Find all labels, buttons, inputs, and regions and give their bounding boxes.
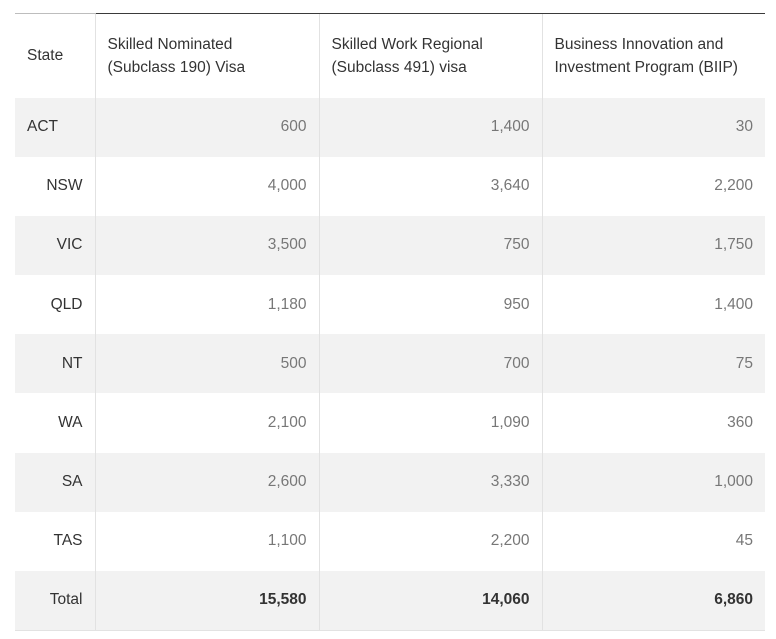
cell-subclass-491: 1,400	[318, 97, 542, 157]
header-subclass-491-line-2: (Subclass 491) visa	[331, 58, 467, 76]
visa-allocation-table-container: State Skilled Nominated (Subclass 190) V…	[15, 13, 765, 631]
table-row-qld: QLD 1,180 950 1,400	[15, 275, 765, 335]
cell-biip: 1,000	[541, 452, 765, 512]
header-biip-line-2: Investment Program (BIIP)	[554, 58, 738, 76]
cell-biip: 1,750	[541, 215, 765, 276]
header-subclass-190: Skilled Nominated (Subclass 190) Visa	[94, 13, 319, 98]
header-state-label: State	[27, 47, 64, 65]
cell-subclass-491: 3,640	[318, 156, 542, 216]
header-subclass-491: Skilled Work Regional (Subclass 491) vis…	[318, 13, 542, 98]
table-row-nsw: NSW 4,000 3,640 2,200	[15, 156, 765, 216]
cell-biip: 1,400	[541, 275, 765, 335]
visa-allocation-table: State Skilled Nominated (Subclass 190) V…	[15, 13, 765, 631]
table-row-sa: SA 2,600 3,330 1,000	[15, 452, 765, 512]
cell-state: NT	[61, 354, 83, 372]
cell-subclass-190: 1,100	[94, 511, 319, 571]
cell-subclass-190: 3,500	[94, 215, 319, 276]
cell-biip: 30	[541, 97, 765, 157]
cell-subclass-491: 1,090	[318, 393, 542, 453]
header-biip-line-1: Business Innovation and	[554, 35, 724, 53]
cell-state: NSW	[46, 177, 83, 195]
cell-subclass-491: 3,330	[318, 452, 542, 512]
cell-subclass-491: 750	[318, 215, 542, 276]
header-subclass-491-line-1: Skilled Work Regional	[331, 35, 483, 53]
cell-subclass-491: 14,060	[318, 571, 542, 631]
cell-state: SA	[61, 473, 83, 491]
header-subclass-190-line-1: Skilled Nominated	[107, 35, 233, 53]
cell-subclass-190: 600	[94, 97, 319, 157]
cell-subclass-491: 950	[318, 275, 542, 335]
table-row-act: ACT 600 1,400 30	[15, 97, 765, 157]
cell-subclass-491: 700	[318, 334, 542, 394]
header-biip: Business Innovation and Investment Progr…	[541, 13, 765, 98]
cell-state: QLD	[50, 295, 83, 313]
cell-subclass-190: 2,100	[94, 393, 319, 453]
cell-subclass-190: 4,000	[94, 156, 319, 216]
cell-state: VIC	[56, 236, 83, 254]
cell-biip: 45	[541, 511, 765, 571]
cell-state: TAS	[53, 532, 83, 550]
table-row-vic: VIC 3,500 750 1,750	[15, 215, 765, 276]
cell-biip: 360	[541, 393, 765, 453]
cell-state: ACT	[27, 118, 58, 136]
cell-subclass-190: 1,180	[94, 275, 319, 335]
table-row-nt: NT 500 700 75	[15, 334, 765, 394]
cell-biip: 75	[541, 334, 765, 394]
header-subclass-190-line-2: (Subclass 190) Visa	[107, 58, 246, 76]
table-row-tas: TAS 1,100 2,200 45	[15, 511, 765, 571]
cell-state: Total	[15, 571, 95, 631]
cell-biip: 2,200	[541, 156, 765, 216]
cell-subclass-491: 2,200	[318, 511, 542, 571]
table-row-wa: WA 2,100 1,090 360	[15, 393, 765, 453]
cell-subclass-190: 500	[94, 334, 319, 394]
table-header-row: State Skilled Nominated (Subclass 190) V…	[15, 13, 765, 98]
cell-subclass-190: 15,580	[94, 571, 319, 631]
cell-biip: 6,860	[541, 571, 765, 631]
cell-state: WA	[58, 414, 83, 432]
cell-subclass-190: 2,600	[94, 452, 319, 512]
header-state: State	[15, 13, 95, 98]
table-row-total: Total 15,580 14,060 6,860	[15, 571, 765, 631]
